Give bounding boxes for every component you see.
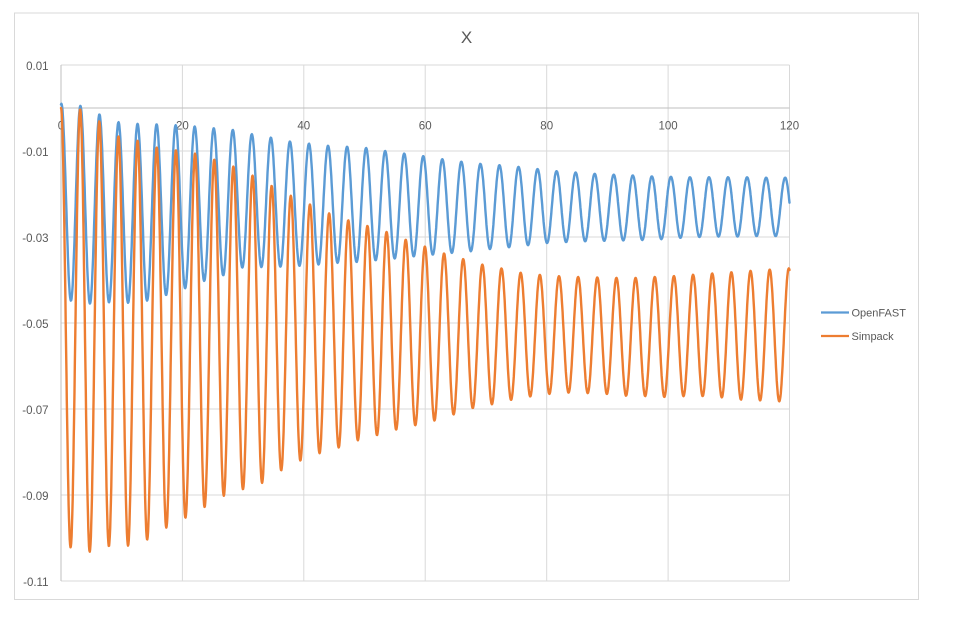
svg-text:-0.03: -0.03	[22, 233, 48, 245]
svg-text:0: 0	[58, 121, 64, 133]
svg-text:20: 20	[176, 121, 189, 133]
svg-text:-0.09: -0.09	[22, 491, 48, 503]
svg-text:60: 60	[419, 121, 432, 133]
svg-text:-0.01: -0.01	[22, 147, 48, 159]
svg-text:0.01: 0.01	[26, 61, 48, 73]
svg-text:Simpack: Simpack	[852, 331, 895, 343]
svg-text:-0.07: -0.07	[22, 405, 48, 417]
svg-text:120: 120	[780, 121, 799, 133]
svg-text:40: 40	[297, 121, 310, 133]
svg-text:100: 100	[659, 121, 678, 133]
svg-text:-0.11: -0.11	[23, 577, 48, 589]
svg-text:OpenFAST: OpenFAST	[852, 308, 907, 320]
svg-text:-0.05: -0.05	[22, 319, 48, 331]
svg-text:X: X	[461, 28, 472, 47]
svg-text:80: 80	[540, 121, 553, 133]
